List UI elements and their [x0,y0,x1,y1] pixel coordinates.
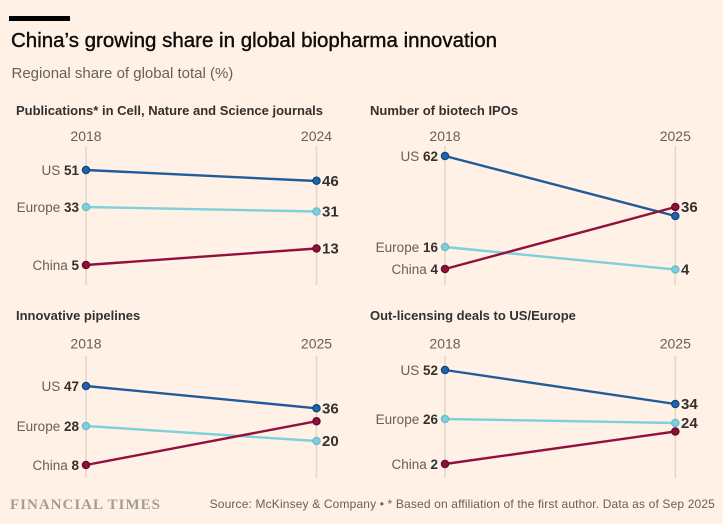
svg-text:Europe 28: Europe 28 [17,419,80,434]
svg-text:2018: 2018 [70,336,101,352]
svg-text:36: 36 [681,199,698,216]
svg-text:US 62: US 62 [400,149,438,164]
svg-text:2018: 2018 [429,336,460,352]
svg-text:46: 46 [322,173,339,190]
svg-text:4: 4 [681,262,690,279]
svg-text:China 8: China 8 [32,458,79,473]
svg-text:31: 31 [322,204,339,221]
svg-text:China 4: China 4 [391,262,438,277]
svg-text:US 52: US 52 [400,363,438,378]
svg-text:13: 13 [322,241,339,258]
svg-text:Europe 16: Europe 16 [376,240,439,255]
svg-text:2018: 2018 [429,128,460,144]
svg-text:US 51: US 51 [41,163,79,178]
svg-text:20: 20 [322,433,339,450]
svg-text:34: 34 [681,396,698,413]
svg-text:2018: 2018 [70,128,101,144]
svg-text:2025: 2025 [301,336,332,352]
svg-text:China 5: China 5 [32,258,79,273]
svg-text:2024: 2024 [301,128,332,144]
svg-text:US 47: US 47 [41,379,79,394]
svg-text:Europe 26: Europe 26 [376,412,439,427]
svg-text:36: 36 [322,400,339,417]
svg-text:Europe 33: Europe 33 [17,200,80,215]
svg-text:China 2: China 2 [391,457,438,472]
svg-text:2025: 2025 [660,336,691,352]
svg-text:24: 24 [681,415,698,432]
svg-text:2025: 2025 [660,128,691,144]
